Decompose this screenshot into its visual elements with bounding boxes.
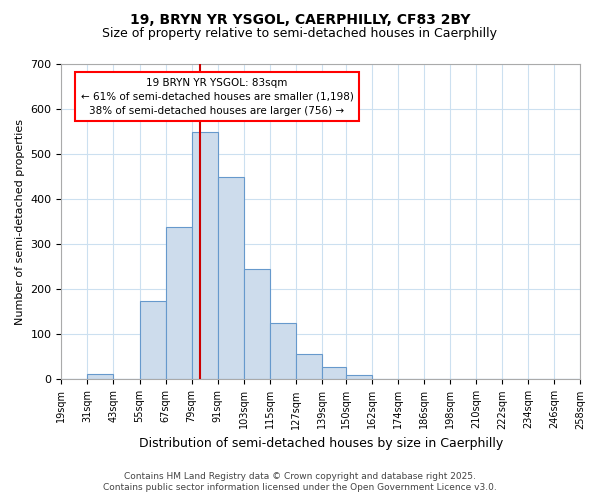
Bar bbox=[191, 132, 218, 380]
Text: 19, BRYN YR YSGOL, CAERPHILLY, CF83 2BY: 19, BRYN YR YSGOL, CAERPHILLY, CF83 2BY bbox=[130, 12, 470, 26]
Bar bbox=[218, 176, 244, 380]
Text: Size of property relative to semi-detached houses in Caerphilly: Size of property relative to semi-detach… bbox=[103, 28, 497, 40]
Bar bbox=[346, 375, 371, 380]
Text: Contains HM Land Registry data © Crown copyright and database right 2025.
Contai: Contains HM Land Registry data © Crown c… bbox=[103, 472, 497, 492]
X-axis label: Distribution of semi-detached houses by size in Caerphilly: Distribution of semi-detached houses by … bbox=[139, 437, 503, 450]
Bar bbox=[296, 354, 322, 380]
Bar bbox=[322, 368, 346, 380]
Bar bbox=[88, 374, 113, 380]
Bar bbox=[166, 227, 191, 380]
Bar bbox=[140, 300, 166, 380]
Bar bbox=[270, 323, 296, 380]
Y-axis label: Number of semi-detached properties: Number of semi-detached properties bbox=[15, 118, 25, 324]
Text: 19 BRYN YR YSGOL: 83sqm
← 61% of semi-detached houses are smaller (1,198)
38% of: 19 BRYN YR YSGOL: 83sqm ← 61% of semi-de… bbox=[80, 78, 353, 116]
Bar bbox=[244, 269, 270, 380]
